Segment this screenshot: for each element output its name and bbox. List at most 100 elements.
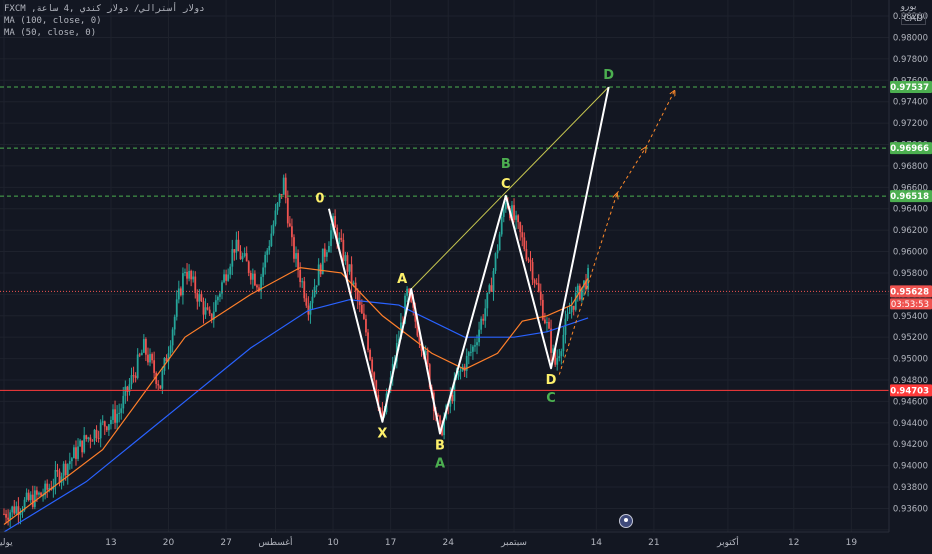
candle-body bbox=[482, 318, 485, 321]
candle-body bbox=[325, 252, 328, 257]
candle-body bbox=[309, 303, 312, 315]
candle-body bbox=[465, 355, 468, 371]
candle-body bbox=[165, 358, 168, 362]
candle-body bbox=[457, 371, 460, 377]
candle-body bbox=[311, 296, 314, 304]
candle-body bbox=[31, 494, 34, 507]
candle-body bbox=[33, 490, 36, 507]
candle-body bbox=[260, 276, 262, 292]
price-tag bbox=[890, 142, 932, 155]
price-tag bbox=[890, 285, 932, 298]
candle-body bbox=[303, 281, 306, 299]
price-tag-label: 0.96518 bbox=[890, 192, 929, 202]
candle-body bbox=[186, 271, 188, 279]
candle-body bbox=[328, 246, 330, 253]
candle-body bbox=[182, 273, 184, 296]
candle-body bbox=[83, 435, 86, 453]
time-tick-label: سبتمبر bbox=[500, 538, 527, 548]
candle-body bbox=[77, 446, 79, 459]
currency-code[interactable]: CAD bbox=[900, 13, 926, 25]
price-tick-label: 0.94200 bbox=[893, 440, 928, 450]
candle-body bbox=[229, 266, 232, 275]
candle-body bbox=[356, 291, 359, 302]
candle-body bbox=[264, 254, 267, 268]
candle-body bbox=[426, 350, 429, 365]
candle-body bbox=[498, 234, 501, 251]
candle-body bbox=[558, 356, 561, 359]
symbol-title[interactable]: FXCM ,دولار أسترالي/ دولار كندي ,4 ساعة bbox=[4, 4, 205, 14]
candle-body bbox=[70, 458, 73, 462]
candle-body bbox=[85, 435, 88, 439]
candle-body bbox=[17, 506, 20, 515]
candle-body bbox=[428, 364, 431, 388]
pattern-label: X bbox=[377, 427, 387, 442]
candle-body bbox=[200, 294, 203, 302]
price-tick-label: 0.94800 bbox=[893, 376, 928, 386]
candle-body bbox=[334, 216, 337, 228]
candle-body bbox=[97, 438, 100, 440]
candle-body bbox=[128, 384, 131, 392]
candle-body bbox=[40, 492, 42, 496]
candle-body bbox=[437, 414, 439, 416]
candle-body bbox=[262, 267, 265, 277]
candle-body bbox=[342, 239, 345, 262]
candle-body bbox=[323, 248, 326, 257]
candle-body bbox=[147, 354, 149, 363]
price-tag bbox=[890, 190, 932, 203]
candle-body bbox=[566, 313, 569, 319]
price-tick-label: 0.95400 bbox=[893, 312, 928, 322]
candle-body bbox=[519, 222, 522, 233]
candle-body bbox=[416, 321, 419, 336]
candle-body bbox=[221, 282, 223, 294]
candle-body bbox=[336, 227, 339, 244]
candle-body bbox=[297, 253, 299, 270]
candle-body bbox=[502, 209, 505, 217]
price-tick-label: 0.96800 bbox=[893, 162, 928, 172]
candle-body bbox=[142, 339, 145, 353]
candle-body bbox=[521, 232, 524, 238]
candle-body bbox=[543, 319, 546, 324]
candle-body bbox=[278, 193, 281, 203]
candle-body bbox=[239, 251, 242, 260]
candle-body bbox=[410, 292, 413, 302]
candle-body bbox=[492, 270, 495, 292]
projection-arrow bbox=[645, 91, 675, 148]
price-tick-label: 0.96200 bbox=[893, 226, 928, 236]
chart-legend: FXCM ,دولار أسترالي/ دولار كندي ,4 ساعة … bbox=[4, 3, 205, 39]
economic-event-icon[interactable] bbox=[619, 514, 633, 528]
candle-body bbox=[110, 419, 112, 425]
candle-body bbox=[525, 249, 528, 260]
candle-body bbox=[130, 375, 133, 385]
candle-body bbox=[190, 270, 193, 280]
candle-body bbox=[288, 223, 291, 227]
currency-selector[interactable]: يورو CAD bbox=[900, 2, 926, 25]
candle-body bbox=[576, 285, 579, 293]
candle-body bbox=[112, 409, 114, 420]
indicator-ma100[interactable]: MA (100, close, 0) bbox=[4, 16, 102, 26]
candle-body bbox=[42, 495, 44, 497]
time-tick-label: يوليو bbox=[0, 538, 13, 548]
candle-body bbox=[225, 274, 228, 281]
time-tick-label: أغسطس bbox=[258, 536, 292, 548]
candle-body bbox=[537, 283, 540, 292]
candle-body bbox=[184, 271, 186, 274]
candle-body bbox=[247, 261, 250, 273]
candle-body bbox=[517, 215, 520, 223]
indicator-ma50[interactable]: MA (50, close, 0) bbox=[4, 28, 97, 38]
harmonic-pattern bbox=[327, 86, 610, 435]
candle-body bbox=[120, 408, 123, 413]
candle-body bbox=[418, 335, 421, 342]
candle-body bbox=[397, 339, 400, 344]
candle-body bbox=[204, 307, 207, 315]
candle-body bbox=[562, 334, 565, 352]
candle-body bbox=[523, 237, 526, 250]
time-tick-label: أكتوبر bbox=[716, 536, 739, 548]
candle-body bbox=[412, 301, 415, 308]
candle-body bbox=[546, 321, 548, 324]
candle-body bbox=[241, 256, 244, 260]
price-tag bbox=[890, 81, 932, 94]
candle-body bbox=[138, 354, 141, 356]
